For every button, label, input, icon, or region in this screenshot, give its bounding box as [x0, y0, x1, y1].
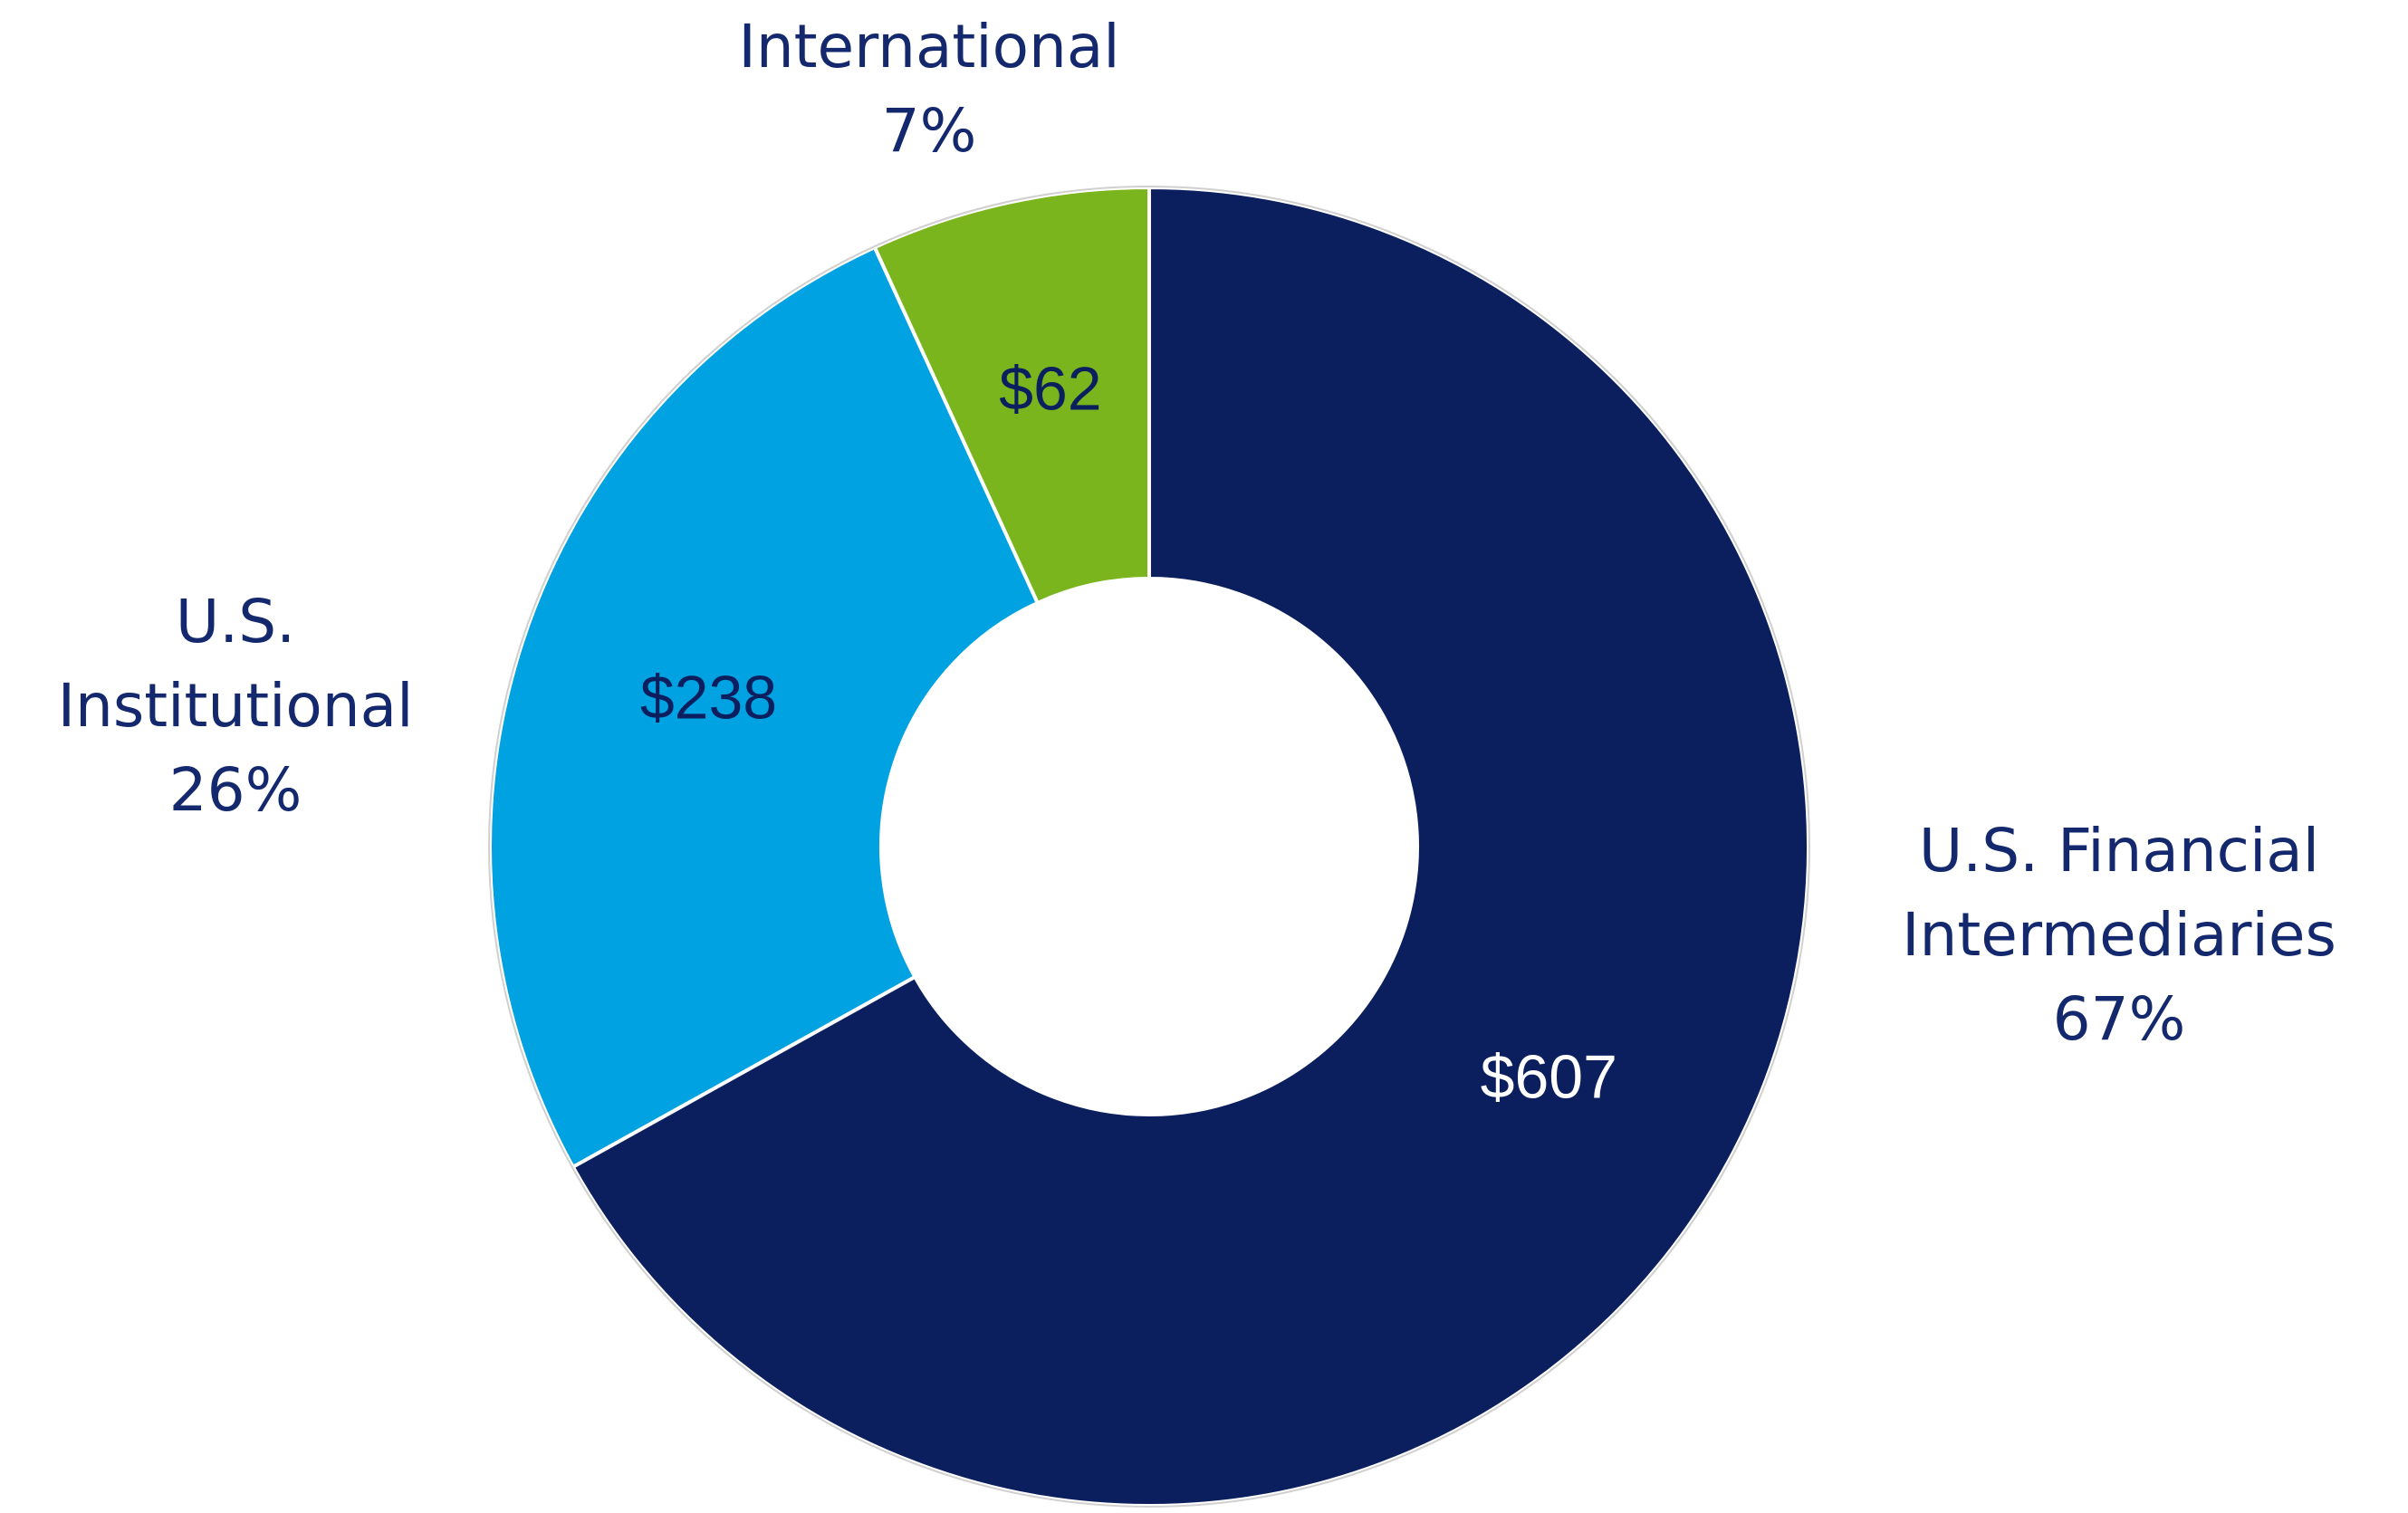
value-label: $238 [640, 663, 777, 732]
percent-label: 67% [2052, 984, 2186, 1054]
value-label: $607 [1481, 1043, 1617, 1112]
category-name: International [738, 12, 1120, 81]
percent-label: 7% [881, 96, 977, 166]
value-label: $62 [999, 355, 1101, 424]
category-name: U.S. Institutional [57, 587, 414, 741]
category-label: International 7% [657, 5, 1201, 173]
donut-slice [872, 185, 1151, 606]
category-label: U.S. Institutional 26% [9, 579, 462, 832]
percent-label: 26% [168, 755, 302, 825]
outer-edge [488, 186, 1810, 1508]
donut-slice [571, 185, 1810, 1508]
donut-slice [488, 244, 1041, 1170]
category-label: U.S. Financial Intermediaries 67% [1838, 809, 2400, 1061]
category-name: U.S. Financial Intermediaries [1902, 816, 2336, 970]
